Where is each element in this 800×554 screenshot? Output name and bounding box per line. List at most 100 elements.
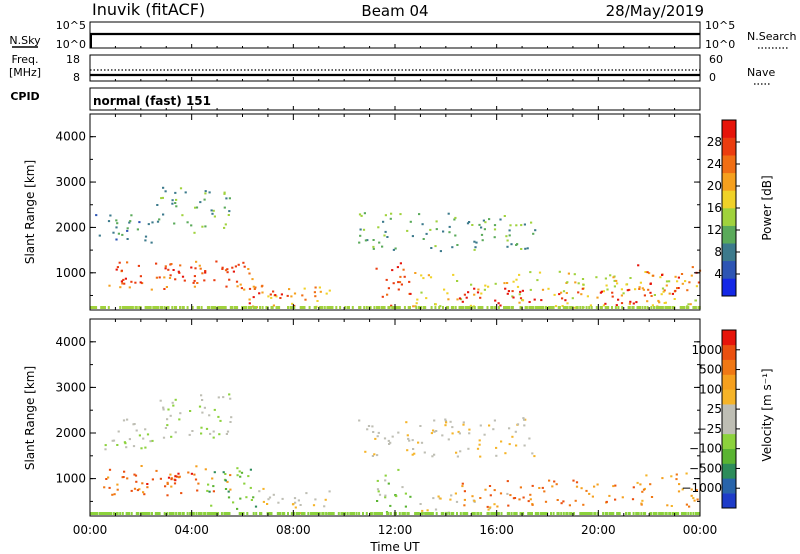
data-cell (184, 191, 187, 194)
data-cell (435, 512, 438, 515)
data-cell (661, 274, 664, 276)
data-cell (480, 233, 484, 236)
data-cell (479, 296, 482, 299)
data-cell (128, 306, 131, 309)
data-cell (629, 300, 632, 303)
data-cell (523, 444, 526, 447)
data-cell (222, 396, 225, 399)
data-cell (606, 512, 608, 515)
data-cell (236, 306, 239, 309)
data-cell (694, 299, 697, 302)
data-cell (226, 480, 229, 483)
data-cell (203, 406, 206, 409)
data-cell (203, 198, 206, 201)
data-cell (476, 291, 480, 294)
data-cell (564, 306, 566, 309)
data-cell (377, 490, 380, 493)
data-cell (672, 306, 674, 309)
data-cell (636, 512, 639, 515)
data-cell (406, 434, 409, 437)
data-cell (299, 306, 302, 309)
data-cell (486, 505, 489, 508)
data-cell (115, 268, 118, 271)
data-cell (212, 430, 215, 433)
data-cell (680, 306, 683, 309)
data-cell (339, 306, 342, 309)
data-cell (218, 433, 221, 436)
data-cell (570, 306, 573, 309)
data-cell (148, 512, 151, 515)
data-cell (572, 479, 575, 482)
data-cell (663, 289, 666, 292)
data-cell (656, 306, 659, 309)
data-cell (136, 489, 139, 492)
data-cell (529, 288, 532, 291)
data-cell (391, 269, 394, 272)
data-cell (196, 282, 199, 284)
data-cell (534, 229, 537, 232)
data-cell (170, 512, 173, 515)
data-cell (466, 222, 470, 225)
data-cell (210, 512, 213, 515)
data-cell (398, 281, 402, 284)
data-cell (143, 512, 146, 515)
data-cell (531, 484, 534, 487)
data-cell (116, 222, 119, 225)
data-cell (247, 268, 250, 270)
data-cell (346, 512, 349, 515)
data-cell (494, 299, 497, 302)
data-cell (450, 512, 453, 515)
data-cell (415, 306, 418, 309)
data-cell (518, 301, 521, 304)
data-cell (200, 512, 203, 515)
data-cell (439, 250, 442, 253)
data-cell (487, 512, 490, 515)
data-cell (225, 285, 228, 288)
data-cell (411, 439, 414, 442)
data-cell (479, 455, 482, 458)
data-cell (134, 281, 137, 284)
data-cell (665, 512, 668, 515)
data-cell (478, 306, 481, 309)
data-cell (176, 475, 179, 478)
data-cell (479, 497, 482, 499)
data-cell (593, 485, 596, 488)
data-cell (271, 306, 274, 309)
data-cell (507, 504, 510, 507)
data-cell (223, 512, 226, 515)
data-cell (522, 417, 525, 420)
data-cell (102, 512, 105, 515)
data-cell (553, 293, 556, 296)
data-cell (358, 241, 361, 244)
data-cell (458, 432, 461, 435)
data-cell (367, 425, 371, 427)
data-cell (638, 286, 641, 289)
data-cell (562, 512, 565, 515)
data-cell (621, 496, 624, 499)
data-cell (541, 288, 545, 291)
data-cell (164, 265, 167, 268)
data-cell (513, 512, 516, 515)
data-cell (647, 288, 650, 291)
data-cell (508, 427, 511, 430)
data-cell (497, 512, 500, 515)
data-cell (497, 306, 500, 309)
data-cell (387, 287, 390, 290)
data-cell (687, 303, 690, 306)
data-cell (248, 272, 251, 275)
colorbar-segment (722, 225, 736, 244)
data-cell (164, 427, 167, 429)
data-cell (371, 425, 374, 428)
data-cell (620, 302, 624, 305)
data-cell (128, 438, 131, 441)
data-cell (649, 282, 652, 285)
data-cell (325, 512, 328, 515)
data-cell (121, 306, 124, 309)
data-cell (431, 455, 434, 458)
data-cell (203, 512, 206, 515)
data-cell (560, 512, 563, 515)
colorbar-segment (722, 278, 736, 297)
data-cell (189, 410, 192, 412)
data-cell (249, 486, 252, 489)
data-cell (391, 435, 394, 438)
